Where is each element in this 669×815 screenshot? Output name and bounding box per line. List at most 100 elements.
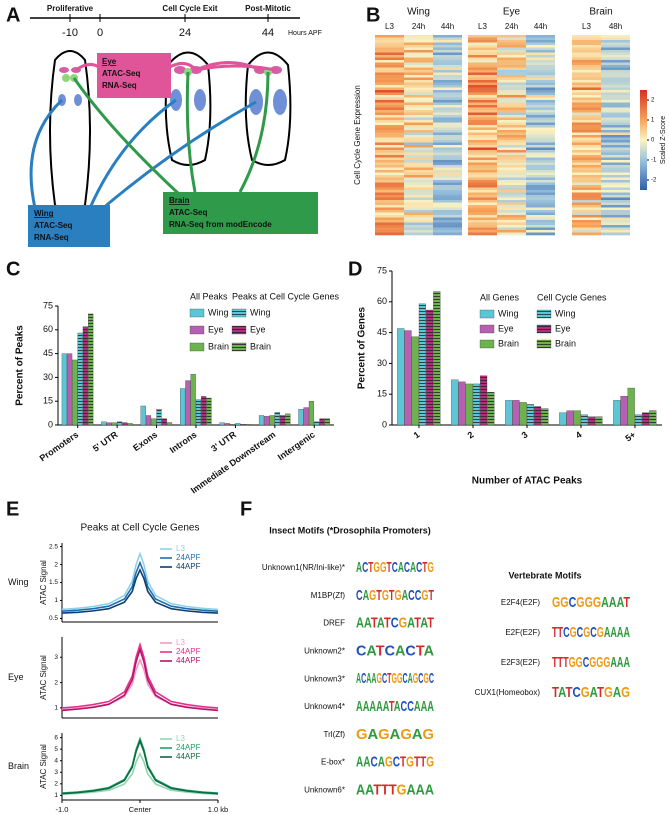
heatmap-texture [468,157,497,161]
bar [285,413,291,426]
heatmap-texture [404,227,433,231]
heatmap-texture [433,60,462,63]
heatmap-texture [433,217,462,221]
panel-label: E [6,498,19,520]
heatmap-texture [433,232,462,236]
heatmap-texture [404,142,433,146]
heatmap-texture [433,125,462,128]
heatmap-texture [404,215,433,218]
heatmap-texture [572,35,601,38]
heatmap-texture [404,55,433,58]
heatmap-texture [404,92,433,96]
heatmap-texture [526,167,555,171]
heatmap-texture [526,182,555,186]
heatmap-texture [497,140,526,143]
heatmap-texture [375,160,404,163]
heatmap-texture [497,57,526,61]
heatmap-texture [375,232,404,236]
heatmap-texture [526,75,555,78]
heatmap-texture [526,72,555,76]
heatmap-texture [572,137,601,141]
bar [72,359,78,426]
heatmap-texture [497,50,526,53]
heatmap-texture [601,175,630,178]
heatmap-texture [404,200,433,203]
heatmap-texture [375,75,404,78]
bar [195,399,202,426]
heatmap-texture [375,95,404,98]
heatmap-texture [404,202,433,206]
heatmap-texture [572,172,601,176]
heatmap-texture [526,197,555,201]
heatmap-texture [601,87,630,91]
heatmap-texture [404,67,433,71]
heatmap-texture [468,50,497,53]
heatmap-texture [497,227,526,231]
heatmap-texture [468,35,497,38]
heatmap-texture [601,232,630,236]
heatmap-texture [601,45,630,48]
heatmap-texture [601,72,630,76]
heatmap-texture [601,230,630,233]
heatmap-texture [468,80,497,83]
heatmap-texture [572,37,601,41]
heatmap-texture [601,130,630,133]
heatmap-texture [526,80,555,83]
heatmap-texture [375,172,404,176]
heatmap-texture [433,132,462,136]
heatmap-texture [433,205,462,208]
heatmap-texture [601,70,630,73]
heatmap-texture [572,77,601,81]
bar [224,423,230,426]
heatmap-texture [433,172,462,176]
wing-disc [74,94,82,106]
heatmap-texture [375,105,404,108]
heatmap-texture [601,40,630,43]
heatmap-texture [404,70,433,73]
heatmap-texture [572,115,601,118]
heatmap-texture [526,57,555,61]
heatmap-texture [468,190,497,193]
bar [82,326,88,426]
heatmap-texture [468,82,497,86]
motif-name: DREF [323,619,345,628]
heatmap-texture [404,90,433,93]
heatmap-texture [404,232,433,236]
box-line: RNA-Seq [102,81,137,90]
bar [480,375,488,426]
pupa [244,51,292,166]
heatmap-texture [497,212,526,216]
heatmap-texture [497,122,526,126]
heatmap-texture [497,202,526,206]
heatmap-texture [572,152,601,156]
heatmap-texture [433,190,462,193]
heatmap-texture [433,52,462,56]
bar [206,397,212,426]
bar [180,388,186,426]
heatmap-texture [468,45,497,48]
heatmap-texture [468,175,497,178]
time-label: 44 [262,27,274,39]
motif-name: Unknown3* [304,674,345,683]
heatmap-texture [433,40,462,43]
heatmap-texture [572,210,601,213]
bar [219,422,225,426]
y-tick-label: 1 [54,705,58,712]
heatmap-texture [601,202,630,206]
colorbar-tick-label: -2 [651,178,657,184]
heatmap-texture [433,112,462,116]
heatmap-texture [526,122,555,126]
legend-swatch [231,325,247,335]
heatmap-texture [497,175,526,178]
heatmap-texture [433,107,462,111]
heatmap-texture [601,60,630,63]
heatmap-texture [601,212,630,216]
heatmap-texture [572,60,601,63]
heatmap-texture [433,210,462,213]
heatmap-texture [433,215,462,218]
heatmap-texture [497,215,526,218]
heatmap-texture [375,47,404,51]
heatmap-texture [526,207,555,211]
heatmap-texture [497,90,526,93]
heatmap-texture [572,95,601,98]
